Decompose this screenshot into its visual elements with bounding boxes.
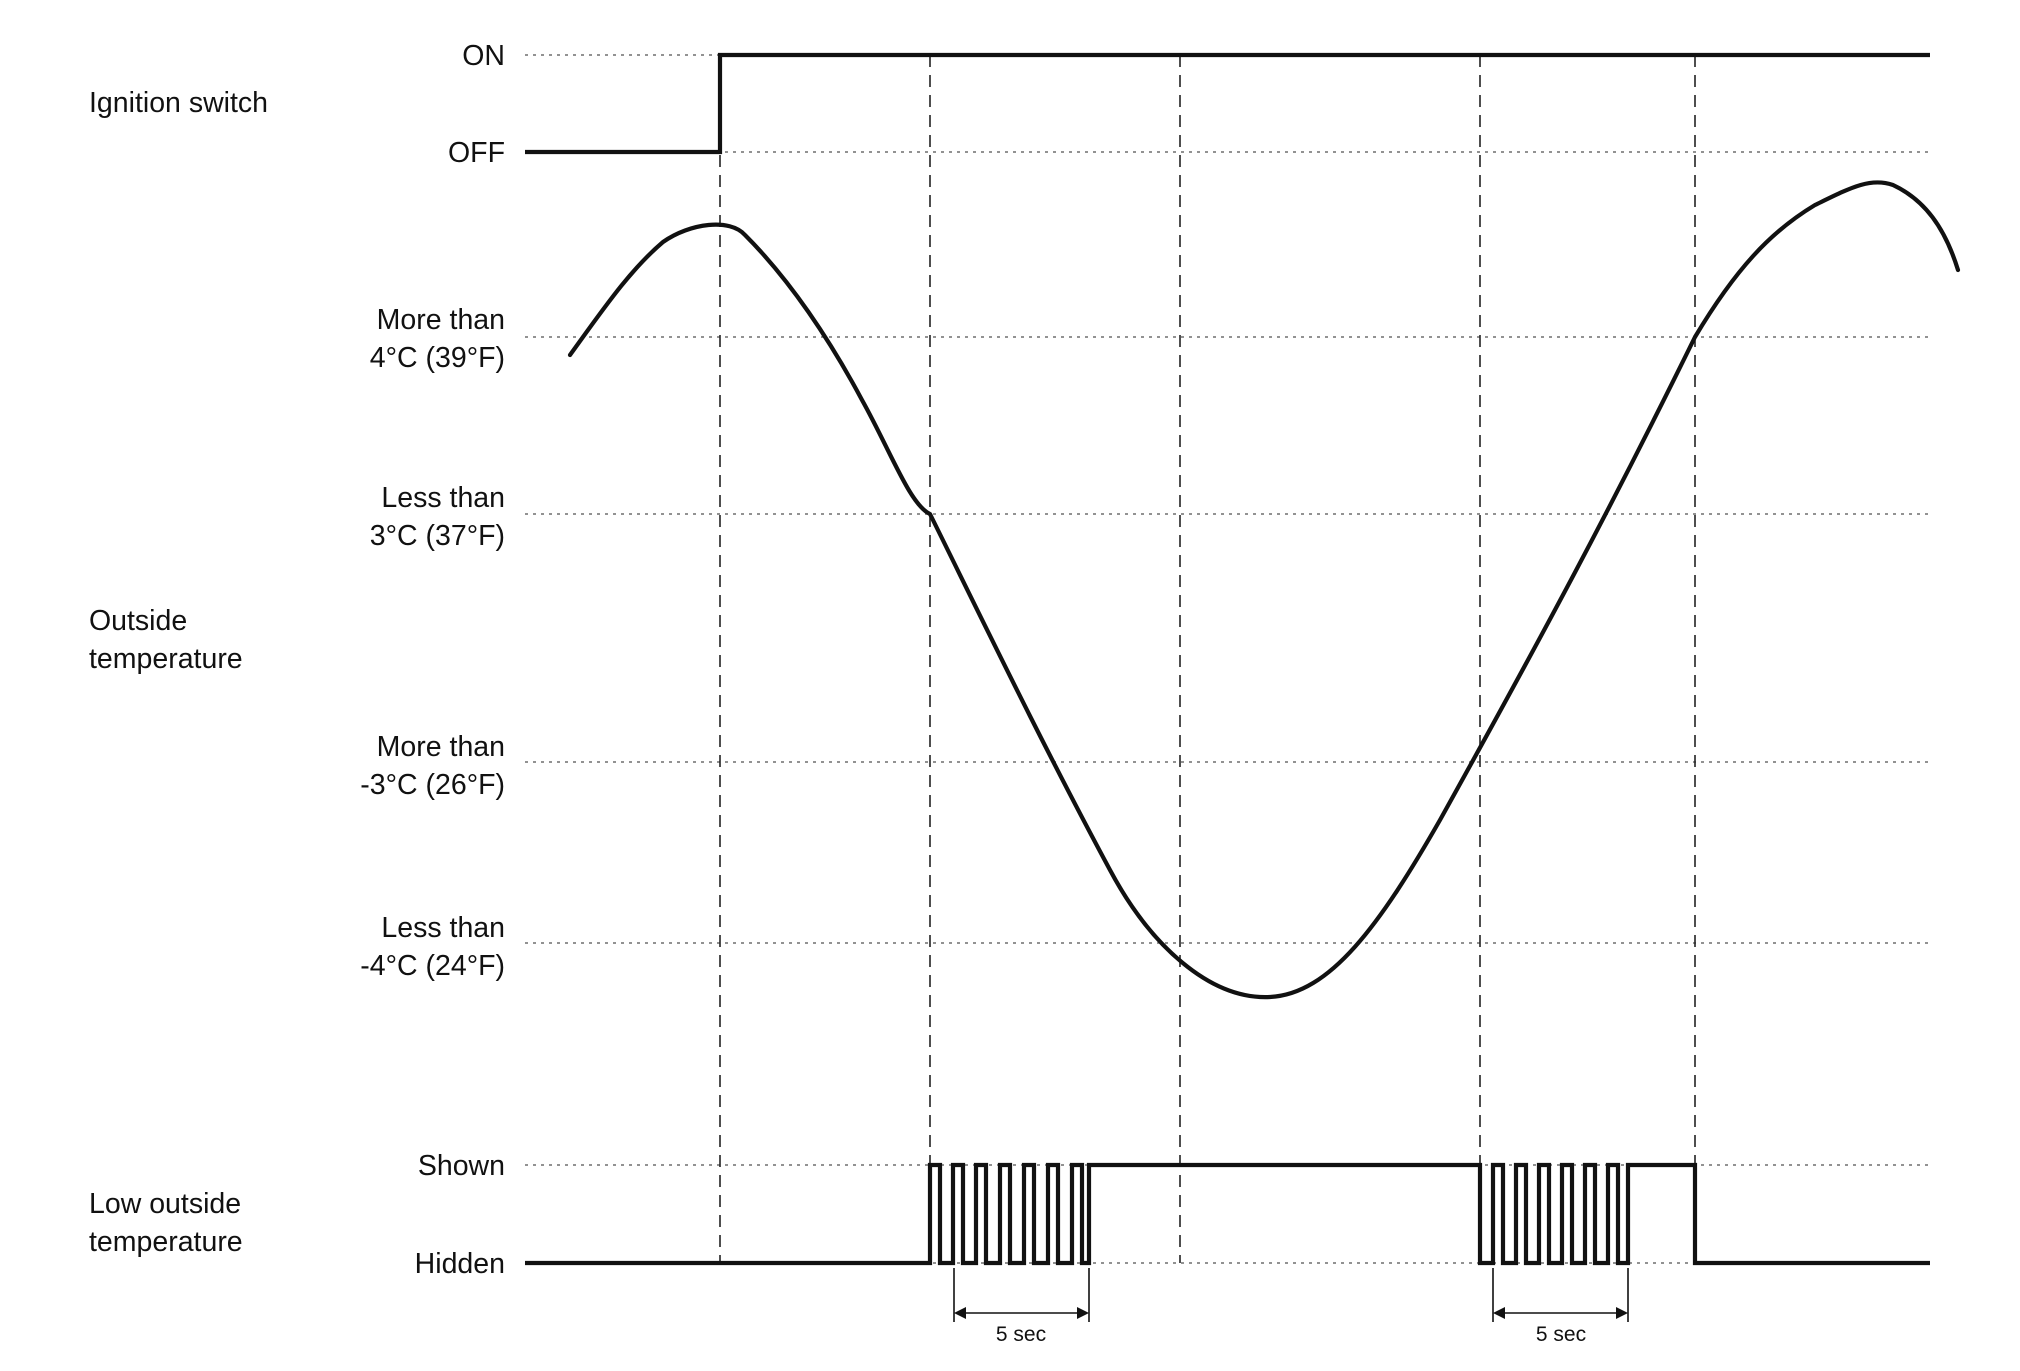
outside-temperature-curve bbox=[567, 180, 1961, 1000]
row-titles: Ignition switch Outside temperature Low … bbox=[89, 87, 268, 1258]
duration-arrow-right-1 bbox=[1077, 1307, 1089, 1319]
outside-temperature-title-line-1: Outside bbox=[89, 605, 187, 637]
threshold-label-3c-line-1: Less than bbox=[381, 482, 505, 514]
ignition-on-label: ON bbox=[462, 40, 505, 72]
low-outside-temperature-waveform bbox=[525, 1162, 1930, 1266]
indicator-hidden-label: Hidden bbox=[415, 1248, 505, 1280]
duration-dimension-first: 5 sec bbox=[953, 1268, 1090, 1346]
duration-dimension-second: 5 sec bbox=[1492, 1268, 1629, 1346]
threshold-label-minus-3c-line-2: -3°C (26°F) bbox=[360, 769, 505, 801]
threshold-label-4c-line-1: More than bbox=[377, 304, 505, 336]
threshold-label-minus-4c-line-1: Less than bbox=[381, 912, 505, 944]
duration-arrow-left-1 bbox=[954, 1307, 966, 1319]
state-labels: ON OFF More than 4°C (39°F) Less than 3°… bbox=[360, 40, 505, 1280]
duration-label-2: 5 sec bbox=[1536, 1323, 1586, 1346]
threshold-label-3c-line-2: 3°C (37°F) bbox=[370, 520, 505, 552]
ignition-switch-waveform bbox=[525, 52, 1930, 155]
duration-arrow-right-2 bbox=[1616, 1307, 1628, 1319]
duration-label-1: 5 sec bbox=[996, 1323, 1046, 1346]
ignition-switch-title: Ignition switch bbox=[89, 87, 268, 119]
ignition-off-label: OFF bbox=[448, 137, 505, 169]
event-markers bbox=[719, 55, 1696, 1263]
threshold-label-4c-line-2: 4°C (39°F) bbox=[370, 342, 505, 374]
reference-lines bbox=[525, 54, 1930, 1264]
threshold-label-minus-4c-line-2: -4°C (24°F) bbox=[360, 950, 505, 982]
threshold-label-minus-3c-line-1: More than bbox=[377, 731, 505, 763]
low-outside-temperature-title-line-2: temperature bbox=[89, 1226, 243, 1258]
low-outside-temperature-title-line-1: Low outside bbox=[89, 1188, 241, 1220]
outside-temperature-title-line-2: temperature bbox=[89, 643, 243, 675]
duration-arrow-left-2 bbox=[1493, 1307, 1505, 1319]
indicator-shown-label: Shown bbox=[418, 1150, 505, 1182]
